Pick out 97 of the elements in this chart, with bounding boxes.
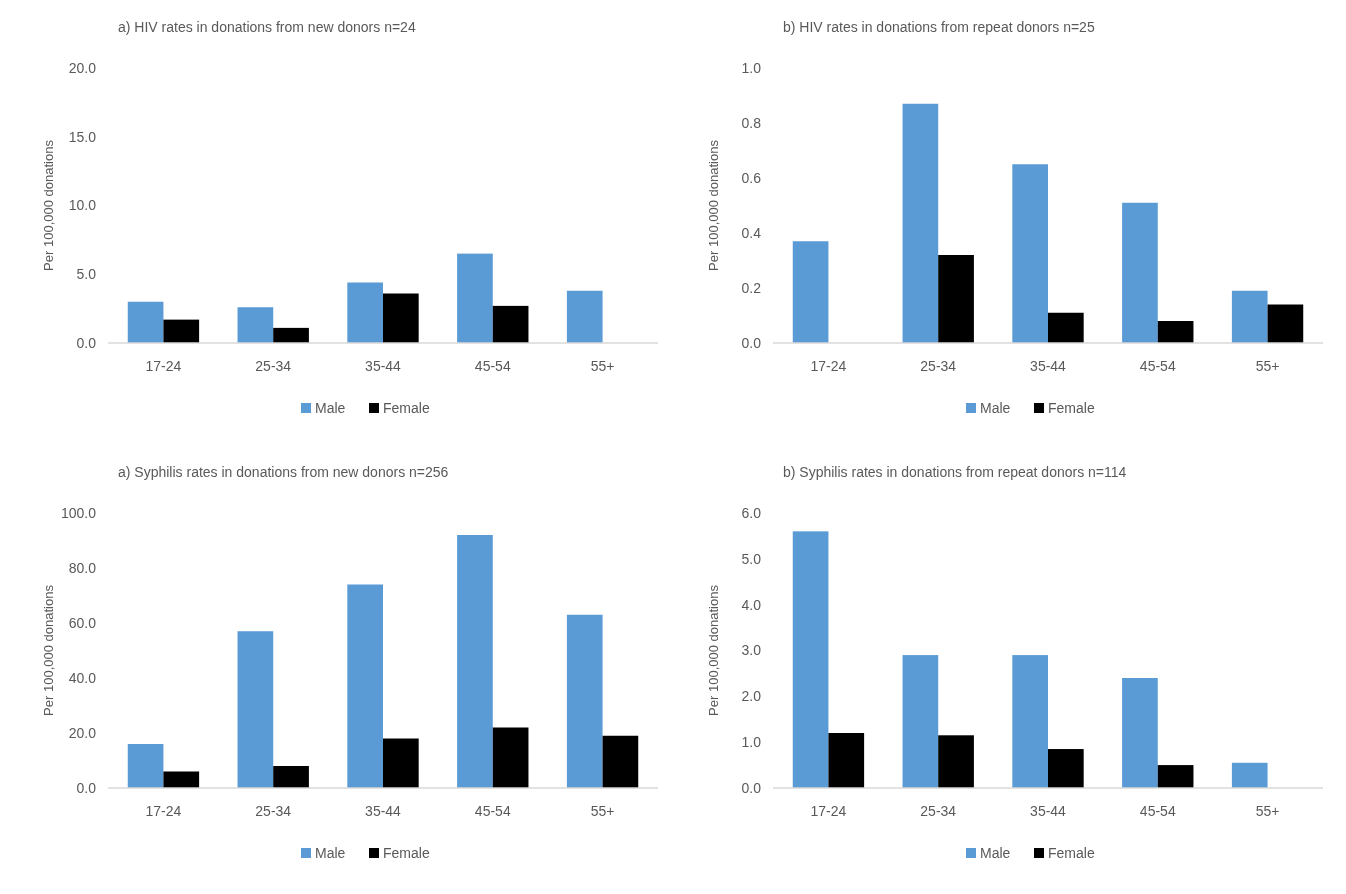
- legend-label: Female: [1048, 400, 1095, 416]
- x-tick-label: 55+: [1255, 358, 1280, 374]
- bar: [383, 738, 419, 788]
- bar: [347, 282, 383, 343]
- bar: [237, 307, 274, 343]
- x-tick-label: 55+: [1255, 803, 1280, 819]
- chart-title: b) Syphilis rates in donations from repeat donors n=114: [783, 464, 1127, 480]
- y-tick-label: 20.0: [68, 724, 97, 741]
- x-tick-label: 45-54: [1139, 358, 1176, 374]
- bar: [1122, 202, 1158, 343]
- y-tick-label: 1.0: [741, 59, 762, 76]
- bar: [566, 614, 603, 788]
- y-tick-label: 60.0: [68, 614, 97, 631]
- legend-label: Female: [383, 400, 430, 416]
- bar: [1012, 655, 1048, 788]
- y-tick-label: 0.2: [741, 279, 762, 296]
- x-tick-label: 25-34: [920, 358, 957, 374]
- bar: [1231, 762, 1268, 788]
- legend-label: Female: [383, 845, 430, 861]
- y-tick-label: 15.0: [68, 128, 97, 145]
- x-tick-label: 17-24: [145, 358, 182, 374]
- chart-title: a) Syphilis rates in donations from new donors n=256: [118, 464, 449, 480]
- legend-label: Male: [980, 845, 1011, 861]
- chart-title: a) HIV rates in donations from new donors n=24: [118, 19, 416, 35]
- bar: [273, 766, 309, 788]
- bar: [1012, 164, 1048, 343]
- legend-label: Male: [315, 400, 346, 416]
- bar: [1157, 321, 1194, 343]
- x-tick-label: 25-34: [920, 803, 957, 819]
- x-tick-label: 45-54: [474, 358, 511, 374]
- legend-label: Male: [315, 845, 346, 861]
- bar: [383, 293, 419, 343]
- y-axis-title: Per 100,000 donations: [706, 139, 721, 271]
- x-tick-label: 25-34: [255, 358, 292, 374]
- bar: [938, 255, 974, 343]
- bar: [127, 301, 164, 343]
- x-tick-label: 45-54: [1139, 803, 1176, 819]
- y-tick-label: 0.0: [76, 334, 97, 351]
- y-tick-label: 3.0: [741, 642, 762, 659]
- bar: [1267, 304, 1304, 343]
- bar: [1157, 765, 1194, 788]
- bar: [1048, 749, 1084, 788]
- bar: [938, 735, 974, 788]
- bar: [163, 319, 200, 343]
- y-tick-label: 0.4: [741, 224, 762, 241]
- legend-label: Female: [1048, 845, 1095, 861]
- y-tick-label: 1.0: [741, 734, 762, 751]
- x-tick-label: 35-44: [1030, 803, 1067, 819]
- bar: [347, 584, 383, 788]
- y-axis-title: Per 100,000 donations: [41, 584, 56, 716]
- bar: [457, 535, 493, 788]
- bar: [163, 771, 200, 788]
- bar: [828, 733, 865, 788]
- x-tick-label: 25-34: [255, 803, 292, 819]
- x-tick-label: 17-24: [810, 803, 847, 819]
- bar: [492, 727, 529, 788]
- x-tick-label: 17-24: [145, 803, 182, 819]
- x-tick-label: 55+: [590, 803, 615, 819]
- bar: [237, 631, 274, 788]
- y-tick-label: 6.0: [741, 504, 762, 521]
- x-tick-label: 55+: [590, 358, 615, 374]
- x-tick-label: 35-44: [365, 803, 402, 819]
- bar: [602, 735, 639, 788]
- bar: [492, 305, 529, 343]
- x-tick-label: 17-24: [810, 358, 847, 374]
- y-tick-label: 80.0: [68, 559, 97, 576]
- x-tick-label: 35-44: [365, 358, 402, 374]
- y-tick-label: 100.0: [60, 504, 97, 521]
- bar: [127, 744, 164, 788]
- y-tick-label: 0.0: [76, 779, 97, 796]
- bar: [1048, 312, 1084, 343]
- bar: [273, 327, 309, 343]
- y-tick-label: 10.0: [68, 197, 97, 214]
- bar: [792, 241, 829, 343]
- bar: [1231, 290, 1268, 343]
- bar: [566, 290, 603, 343]
- bar: [902, 103, 939, 343]
- bar: [457, 253, 493, 343]
- chart-title: b) HIV rates in donations from repeat donors n=25: [783, 19, 1095, 35]
- y-tick-label: 0.0: [741, 779, 762, 796]
- y-tick-label: 40.0: [68, 669, 97, 686]
- y-tick-label: 5.0: [741, 550, 762, 567]
- y-axis-title: Per 100,000 donations: [41, 139, 56, 271]
- bar: [792, 531, 829, 788]
- bar: [1122, 678, 1158, 788]
- y-tick-label: 0.8: [741, 114, 762, 131]
- y-tick-label: 0.0: [741, 334, 762, 351]
- legend-label: Male: [980, 400, 1011, 416]
- y-axis-title: Per 100,000 donations: [706, 584, 721, 716]
- x-tick-label: 45-54: [474, 803, 511, 819]
- y-tick-label: 0.6: [741, 169, 762, 186]
- x-tick-label: 35-44: [1030, 358, 1067, 374]
- y-tick-label: 2.0: [741, 688, 762, 705]
- bar: [902, 655, 939, 788]
- y-tick-label: 20.0: [68, 59, 97, 76]
- y-tick-label: 4.0: [741, 596, 762, 613]
- y-tick-label: 5.0: [76, 266, 97, 283]
